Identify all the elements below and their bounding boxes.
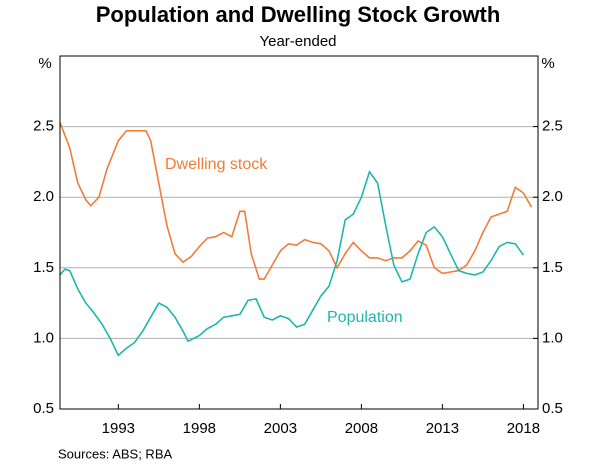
series-label: Population <box>327 309 403 326</box>
series-label: Dwelling stock <box>165 156 268 173</box>
y-tick-label: 2.5 <box>33 118 54 135</box>
y2-tick-label: 1.0 <box>542 329 563 346</box>
series-line <box>59 122 533 280</box>
source: Sources: ABS; RBA <box>58 446 172 461</box>
x-tick-label: 1998 <box>183 420 216 437</box>
chart-title: Population and Dwelling Stock Growth <box>96 2 501 27</box>
y2-tick-label: 0.5 <box>542 400 563 417</box>
x-tick-label: 1993 <box>102 420 135 437</box>
y2-tick-label: 1.5 <box>542 259 563 276</box>
y-tick-label: 0.5 <box>33 400 54 417</box>
y-tick-label: 1.0 <box>33 329 54 346</box>
plot-frame <box>59 55 539 410</box>
y2-tick-label: 2.5 <box>542 118 563 135</box>
x-tick-label: 2013 <box>426 420 459 437</box>
y-tick-label: 1.5 <box>33 259 54 276</box>
y-unit: % <box>38 55 51 72</box>
chart-subtitle: Year-ended <box>259 33 336 50</box>
x-tick-label: 2003 <box>264 420 297 437</box>
y2-tick-label: 2.0 <box>542 188 563 205</box>
series-line <box>59 170 525 357</box>
x-tick-label: 2018 <box>507 420 540 437</box>
y-tick-label: 2.0 <box>33 188 54 205</box>
x-tick-label: 2008 <box>345 420 378 437</box>
y2-unit: % <box>541 55 554 72</box>
